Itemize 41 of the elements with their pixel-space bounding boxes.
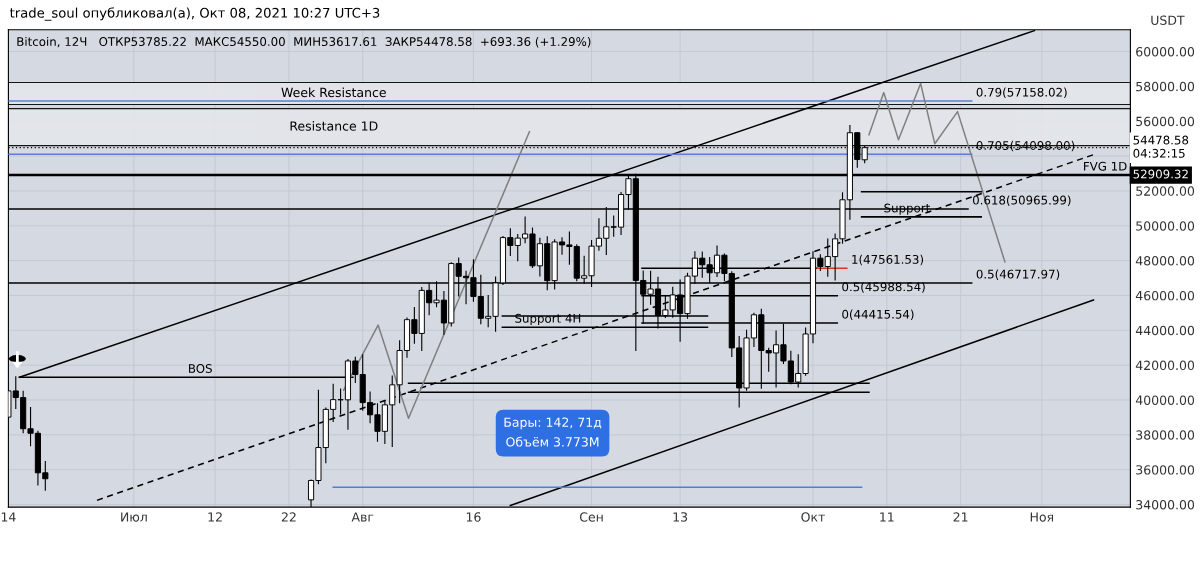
y-tick-label: 56000.00 <box>1136 116 1195 127</box>
x-tick-label: 21 <box>953 512 968 522</box>
x-tick-label: Ноя <box>1030 512 1054 522</box>
x-tick-label: Сен <box>579 512 603 522</box>
annotation: Бары: 142, 71д Объём 3.773M <box>504 417 602 447</box>
x-tick-label: Авг <box>351 512 374 522</box>
y-axis-title: USDT <box>1151 15 1185 25</box>
y-tick-label: 42000.00 <box>1135 360 1195 371</box>
y-tick-label: 50000.00 <box>1136 221 1195 231</box>
y-tick-label: 38000.00 <box>1136 430 1195 440</box>
x-tick-label: 22 <box>281 512 296 522</box>
y-tick-label: 52000.00 <box>1136 186 1195 196</box>
y-tick-label: 36000.00 <box>1136 465 1195 475</box>
ref-line-label: 54478.58 04:32:15 <box>1133 135 1189 158</box>
x-tick-label: Окт <box>801 512 825 522</box>
y-tick-label: 40000.00 <box>1135 395 1195 405</box>
y-tick-label: 46000.00 <box>1135 290 1195 301</box>
x-tick-label: 14 <box>1 512 16 522</box>
annotation: FVG 1D <box>1084 161 1127 171</box>
chart-title: trade_soul опубликовал(а), Окт 08, 2021 10:27 UTC+3 <box>9 7 380 21</box>
band-label: Resistance 1D <box>290 121 378 131</box>
y-tick-label: 44000.00 <box>1135 325 1195 336</box>
x-tick-label: 12 <box>208 512 222 522</box>
annotation: BOS <box>189 364 212 373</box>
x-tick-label: 11 <box>880 512 894 522</box>
annotation: 0.618(50965.99) <box>972 195 1071 206</box>
annotation: 1(47561.53) <box>852 254 924 266</box>
annotation: 0.79(57158.02) <box>976 87 1067 99</box>
y-tick-label: 48000.00 <box>1135 256 1195 266</box>
ref-line-label: 52909.32 <box>1133 169 1188 179</box>
y-tick-label: 58000.00 <box>1136 81 1195 92</box>
x-tick-label: Июл <box>121 512 147 522</box>
annotation: 0(44415.54) <box>842 309 914 321</box>
y-tick-label: 60000.00 <box>1136 46 1195 57</box>
band-label: Week Resistance <box>281 87 386 98</box>
x-tick-label: 16 <box>466 512 481 522</box>
text: Bitcoin, 12Ч ОТКР53785.22 МАКС54550.00 МИН53617.61 ЗАКР54478.58 +693.36 (+1.29%) <box>17 36 591 48</box>
annotation: 0.5(46717.97) <box>976 269 1060 280</box>
annotation: 0.5(45988.54) <box>842 282 925 293</box>
y-tick-label: 34000.00 <box>1136 500 1195 510</box>
x-tick-label: 13 <box>673 512 688 522</box>
